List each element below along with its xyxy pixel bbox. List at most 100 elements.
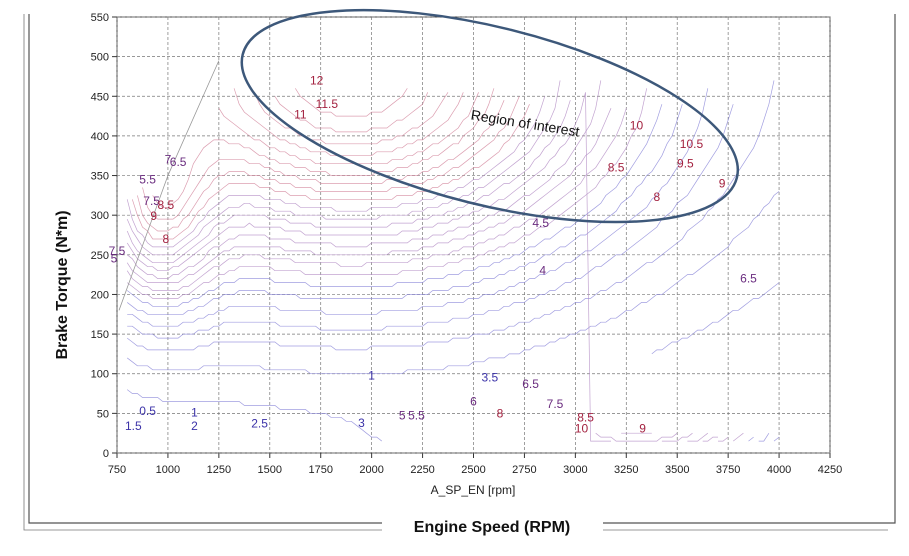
caption-frame-inner	[23, 14, 888, 531]
contour-label: 1	[191, 406, 198, 420]
contour-line	[137, 96, 520, 232]
contour-line	[126, 104, 770, 442]
x-tick-label: 3500	[665, 464, 689, 476]
contour-label: 10	[630, 119, 644, 133]
contour-line	[295, 88, 408, 117]
y-tick-label: 550	[91, 12, 109, 24]
contour-line	[152, 88, 495, 208]
contour-label: 6	[470, 394, 477, 408]
contour-label: 4.5	[532, 216, 549, 230]
contour-line	[126, 191, 780, 375]
contour-label: 9	[150, 209, 157, 223]
contour-label: 7.5	[547, 397, 564, 411]
contour-line	[126, 92, 693, 442]
contour-line	[126, 80, 709, 442]
y-tick-label: 400	[91, 131, 109, 143]
y-tick-label: 450	[91, 91, 109, 103]
contour-line	[126, 96, 546, 248]
contour-line	[126, 282, 780, 442]
contour-label: 9.5	[677, 157, 694, 171]
y-tick-label: 50	[97, 408, 109, 420]
contour-label: 6.5	[170, 155, 187, 169]
contour-label: 5	[111, 252, 118, 266]
x-axis-title: A_SP_EN [rpm]	[431, 483, 516, 497]
contour-label: 1	[368, 368, 375, 382]
x-tick-label: 2250	[410, 464, 434, 476]
x-tick-label: 1000	[156, 464, 180, 476]
contour-line	[127, 88, 780, 442]
contour-label: 8	[497, 406, 504, 420]
contour-line	[126, 108, 729, 442]
contour-line	[126, 100, 678, 442]
x-tick-labels: 750 1000 1250 1500 1750 2000 2250 2500 2750 3000 3…	[108, 464, 842, 476]
x-tick-label: 1500	[258, 464, 282, 476]
contour-label: 5.5	[139, 172, 156, 186]
contour-line	[126, 80, 652, 434]
x-tick-label: 2000	[359, 464, 383, 476]
x-tick-label: 1250	[207, 464, 231, 476]
contour-label: 10	[575, 421, 589, 435]
contour-line	[126, 80, 775, 351]
contour-line	[126, 108, 718, 442]
contour-label: 3	[358, 416, 365, 430]
caption: Engine Speed (RPM)	[414, 519, 570, 536]
contour-label: 7.5	[109, 244, 126, 258]
x-tick-label: 3250	[614, 464, 638, 476]
y-tick-label: 100	[91, 369, 109, 381]
contour-lines	[118, 60, 780, 442]
contour-label: 2	[191, 419, 198, 433]
contour-label: 10.5	[680, 137, 704, 151]
contour-line	[218, 92, 479, 165]
contour-line	[126, 88, 744, 442]
contour-label: 7.5	[143, 194, 160, 208]
y-tick-label: 250	[91, 250, 109, 262]
region-of-interest-ellipse	[240, 8, 740, 224]
contour-line	[126, 104, 754, 442]
contour-label: 4	[539, 264, 546, 278]
contour-label: 7	[165, 153, 172, 167]
caption-frame	[28, 14, 896, 524]
y-tick-label: 0	[103, 448, 109, 460]
contour-line	[274, 92, 429, 133]
contour-label: 3.5	[481, 371, 498, 385]
x-tick-label: 4250	[818, 464, 842, 476]
contour-label: 0.5	[139, 404, 156, 418]
contour-line	[233, 88, 464, 157]
contour-label: 9	[639, 421, 646, 435]
contour-label: 8.5	[577, 410, 594, 424]
contour-label: 12	[310, 73, 324, 87]
x-tick-label: 3750	[716, 464, 740, 476]
y-tick-label: 200	[91, 289, 109, 301]
contour-label: 8	[163, 232, 170, 246]
contour-label: 8	[653, 190, 660, 204]
contour-label: 11	[294, 107, 307, 121]
contour-label: 5.5	[408, 409, 425, 423]
y-tick-label: 500	[91, 52, 109, 64]
y-tick-label: 300	[91, 210, 109, 222]
contour-label: 6.5	[522, 377, 539, 391]
x-tick-label: 2750	[512, 464, 536, 476]
y-tick-label: 150	[91, 329, 109, 341]
contour-labels: 1211.5111010.59.598.586.575.57.58.5987.5…	[109, 73, 758, 435]
contour-label: 1.5	[125, 419, 142, 433]
x-tick-label: 2500	[461, 464, 485, 476]
y-axis-title: Brake Torque (N*m)	[54, 210, 71, 359]
contour-line	[142, 100, 505, 220]
contour-label: 9	[719, 176, 726, 190]
contour-label: 8.5	[158, 198, 175, 212]
boundary-line	[118, 60, 220, 311]
contour-label: 6.5	[740, 272, 757, 286]
contour-label: 11.5	[316, 97, 339, 111]
contour-label: 8.5	[608, 161, 625, 175]
x-tick-label: 4000	[767, 464, 791, 476]
contour-line	[127, 104, 734, 339]
contour-line	[131, 104, 530, 240]
y-tick-label: 350	[91, 171, 109, 183]
x-tick-label: 1750	[308, 464, 332, 476]
contour-label: 5	[399, 409, 406, 423]
y-tick-labels: 0 50 100 150 200 250 300 350 400 450 500 550	[91, 12, 109, 460]
contour-line	[254, 92, 449, 145]
x-tick-label: 3000	[563, 464, 587, 476]
contour-label: 2.5	[251, 417, 268, 431]
